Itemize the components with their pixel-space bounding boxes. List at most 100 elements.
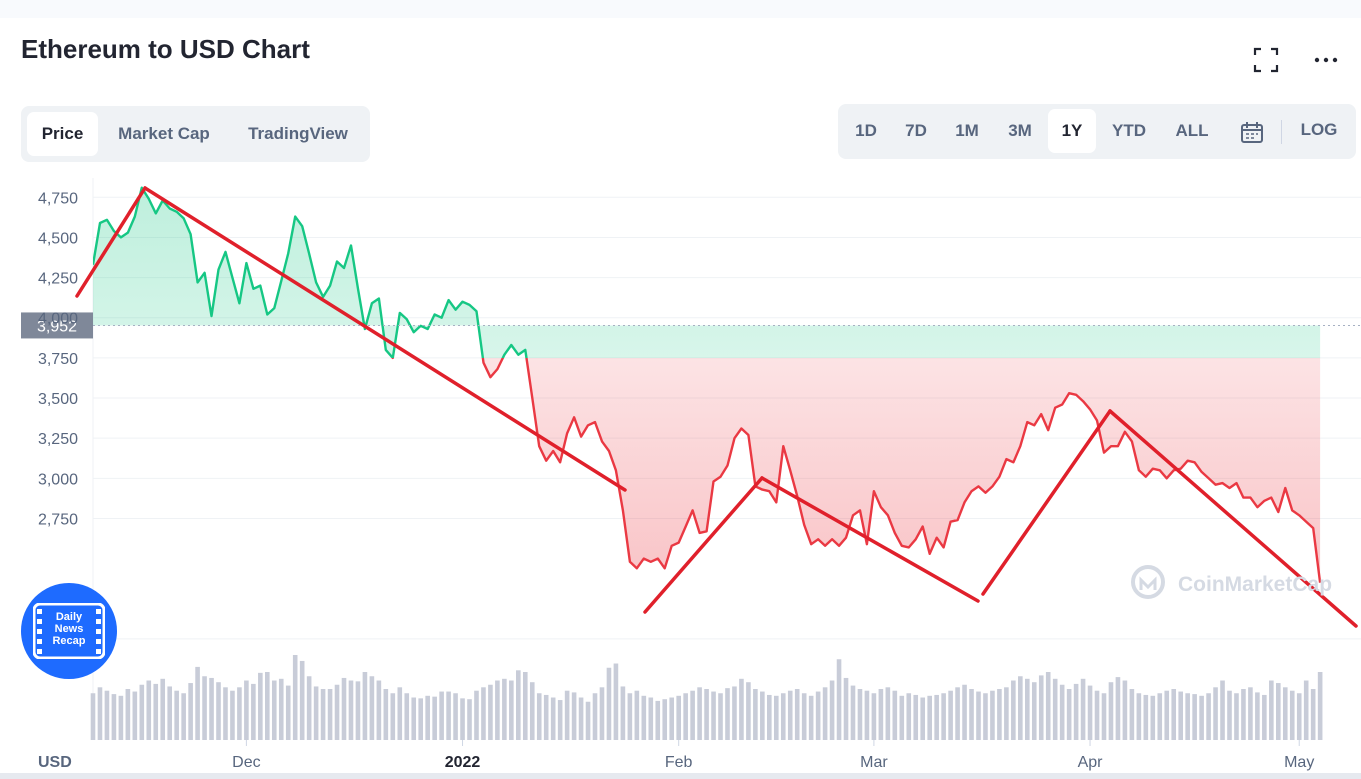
volume-bar bbox=[278, 678, 284, 740]
volume-bar bbox=[1150, 695, 1156, 740]
volume-bar bbox=[320, 689, 326, 740]
volume-bar bbox=[1241, 689, 1246, 740]
range-1m[interactable]: 1M bbox=[955, 121, 979, 140]
range-ytd[interactable]: YTD bbox=[1112, 121, 1146, 140]
volume-bar bbox=[997, 689, 1002, 740]
volume-bar bbox=[460, 698, 465, 740]
volume-bar bbox=[725, 688, 730, 740]
log-toggle[interactable]: LOG bbox=[1300, 120, 1338, 139]
volume-bar bbox=[1031, 682, 1037, 740]
volume-bar bbox=[578, 697, 584, 740]
volume-bar bbox=[1289, 690, 1295, 740]
volume-bar bbox=[962, 684, 967, 740]
volume-bar bbox=[285, 685, 291, 740]
volume-bar bbox=[934, 694, 939, 740]
volume-bar bbox=[341, 677, 347, 740]
volume-bar bbox=[202, 676, 207, 740]
volume-bar bbox=[976, 691, 981, 740]
y-tick-label: 3,000 bbox=[38, 471, 78, 488]
volume-bar bbox=[348, 680, 354, 740]
volume-bar bbox=[676, 695, 681, 740]
volume-bar bbox=[599, 687, 605, 740]
volume-bar bbox=[369, 676, 375, 740]
volume-bar bbox=[704, 689, 709, 740]
volume-bar bbox=[251, 683, 256, 740]
volume-bar bbox=[1262, 694, 1267, 740]
fullscreen-icon[interactable] bbox=[1252, 46, 1280, 74]
volume-bar bbox=[808, 695, 814, 740]
volume-bar bbox=[1234, 693, 1239, 740]
volume-bar bbox=[829, 680, 835, 740]
volume-bar bbox=[1164, 690, 1170, 740]
y-tick-label: 4,500 bbox=[38, 230, 78, 247]
x-tick-label: Feb bbox=[665, 754, 693, 771]
volume-bar bbox=[181, 693, 186, 740]
volume-bar bbox=[118, 695, 124, 740]
volume-bar bbox=[899, 695, 905, 740]
volume-bar bbox=[1171, 689, 1177, 740]
volume-bar bbox=[1094, 690, 1100, 740]
volume-bar bbox=[271, 680, 277, 740]
tab-price[interactable]: Price bbox=[27, 112, 98, 156]
volume-bar bbox=[857, 689, 863, 740]
price-line-up bbox=[93, 186, 528, 358]
volume-bar bbox=[488, 684, 493, 740]
volume-bar bbox=[481, 687, 486, 740]
volume-bar bbox=[1024, 678, 1030, 740]
volume-bar bbox=[522, 672, 528, 740]
volume-bar bbox=[383, 689, 389, 740]
bottom-scrollbar[interactable] bbox=[0, 773, 1361, 779]
range-all[interactable]: ALL bbox=[1175, 121, 1209, 140]
range-1d[interactable]: 1D bbox=[855, 121, 877, 140]
volume-bar bbox=[836, 659, 842, 740]
range-3m[interactable]: 3M bbox=[1008, 121, 1032, 140]
volume-bar bbox=[620, 686, 626, 740]
volume-bar bbox=[244, 680, 249, 740]
volume-bar bbox=[502, 678, 507, 740]
volume-bar bbox=[111, 694, 117, 740]
trend-annotation-line bbox=[760, 476, 980, 603]
more-icon[interactable] bbox=[1312, 46, 1340, 74]
volume-bar bbox=[571, 692, 577, 740]
volume-bar bbox=[258, 672, 263, 740]
y-tick-label: 4,000 bbox=[38, 311, 78, 328]
x-tick-label: Apr bbox=[1078, 754, 1104, 771]
volume-bar bbox=[1192, 694, 1197, 740]
volume-bar bbox=[780, 693, 786, 740]
volume-bar bbox=[1080, 678, 1086, 740]
volume-bar bbox=[760, 691, 765, 740]
volume-bar bbox=[1296, 693, 1302, 740]
volume-bar bbox=[557, 700, 563, 740]
volume-bar bbox=[969, 689, 974, 740]
volume-bar bbox=[627, 693, 633, 740]
volume-bar bbox=[1045, 672, 1051, 740]
volume-bar bbox=[432, 696, 437, 740]
volume-bar bbox=[1052, 678, 1058, 740]
trend-annotation-line bbox=[1108, 409, 1358, 628]
volume-bar bbox=[223, 687, 228, 740]
volume-bar bbox=[1185, 693, 1190, 740]
volume-bar bbox=[516, 670, 521, 740]
tab-market-cap[interactable]: Market Cap bbox=[118, 124, 210, 143]
volume-bar bbox=[592, 693, 598, 740]
volume-bar bbox=[237, 687, 242, 740]
volume-bar bbox=[1073, 683, 1079, 740]
daily-news-recap-badge[interactable]: Daily News Recap bbox=[21, 583, 117, 679]
volume-bar bbox=[683, 693, 688, 740]
tab-tradingview[interactable]: TradingView bbox=[248, 124, 348, 143]
range-1y[interactable]: 1Y bbox=[1048, 109, 1096, 153]
volume-bar bbox=[1101, 693, 1107, 740]
trend-annotation-line bbox=[75, 186, 147, 298]
volume-bar bbox=[467, 699, 472, 740]
badge-line-2: News bbox=[54, 623, 84, 635]
range-7d[interactable]: 7D bbox=[905, 121, 927, 140]
calendar-icon[interactable] bbox=[1239, 120, 1265, 146]
volume-bar bbox=[292, 655, 298, 740]
volume-bar bbox=[983, 693, 988, 740]
volume-bar bbox=[390, 693, 396, 740]
chart-type-tabs: Price Market Cap TradingView bbox=[21, 106, 370, 162]
volume-bar bbox=[1213, 687, 1218, 740]
volume-bar bbox=[801, 693, 807, 740]
volume-bar bbox=[773, 695, 779, 740]
